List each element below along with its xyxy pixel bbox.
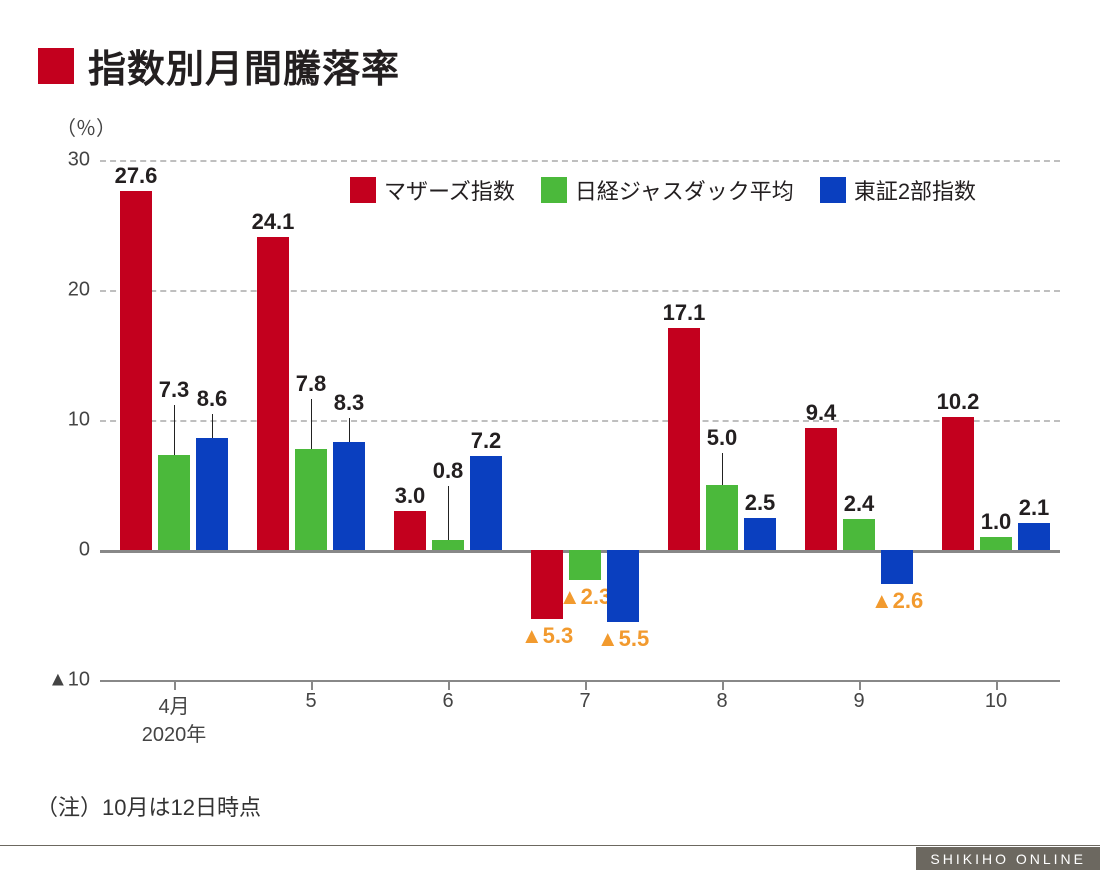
bar: [942, 417, 974, 550]
label-leader: [722, 453, 723, 485]
label-leader: [311, 399, 312, 449]
bar: [295, 449, 327, 550]
value-label: ▲5.5: [597, 626, 649, 652]
bar: [706, 485, 738, 550]
legend-swatch: [820, 177, 846, 203]
y-tick-label: 30: [30, 149, 90, 172]
x-tick-label: 8: [716, 690, 727, 713]
bar: [1018, 523, 1050, 550]
value-label: 27.6: [115, 163, 158, 189]
chart-footnote: （注）10月は12日時点: [36, 790, 261, 822]
chart-title: 指数別月間騰落率: [88, 38, 400, 93]
bar: [394, 511, 426, 550]
legend-label: 日経ジャスダック平均: [575, 174, 794, 206]
bar: [881, 550, 913, 584]
bar: [744, 518, 776, 551]
bar: [805, 428, 837, 550]
value-label: 3.0: [395, 483, 426, 509]
label-leader: [448, 486, 449, 540]
value-label: 2.1: [1019, 495, 1050, 521]
bar: [569, 550, 601, 580]
label-leader: [212, 414, 213, 438]
legend-item: 日経ジャスダック平均: [541, 174, 794, 206]
bar: [257, 237, 289, 550]
bar: [980, 537, 1012, 550]
value-label: 5.0: [707, 425, 738, 451]
bar: [843, 519, 875, 550]
x-tick-sublabel: 2020年: [142, 718, 207, 747]
x-tick-mark: [174, 680, 176, 690]
value-label: 7.2: [471, 428, 502, 454]
y-tick-label: ▲10: [30, 669, 90, 692]
bar: [607, 550, 639, 622]
legend-swatch: [541, 177, 567, 203]
value-label: 1.0: [981, 509, 1012, 535]
legend-swatch: [350, 177, 376, 203]
legend-label: マザーズ指数: [384, 174, 515, 206]
x-tick-mark: [448, 680, 450, 690]
value-label: 8.6: [197, 386, 228, 412]
x-tick-label: 6: [442, 690, 453, 713]
value-label: 10.2: [937, 389, 980, 415]
value-label: 17.1: [663, 300, 706, 326]
bar: [432, 540, 464, 550]
x-tick-label: 4月: [158, 690, 189, 719]
value-label: ▲5.3: [521, 623, 573, 649]
bar: [120, 191, 152, 550]
x-tick-mark: [585, 680, 587, 690]
label-leader: [174, 405, 175, 455]
legend-label: 東証2部指数: [854, 174, 976, 206]
chart-title-bar: 指数別月間騰落率: [38, 38, 400, 93]
value-label: 7.8: [296, 371, 327, 397]
value-label: 24.1: [252, 209, 295, 235]
value-label: ▲2.3: [559, 584, 611, 610]
value-label: 0.8: [433, 458, 464, 484]
gridline: [100, 290, 1060, 292]
x-tick-mark: [722, 680, 724, 690]
gridline: [100, 160, 1060, 162]
bar-chart: 3020100▲104月2020年27.67.38.6524.17.88.363…: [100, 160, 1060, 680]
bar: [158, 455, 190, 550]
y-axis-unit: （％）: [56, 112, 116, 141]
x-tick-mark: [859, 680, 861, 690]
title-marker: [38, 48, 74, 84]
y-tick-label: 10: [30, 409, 90, 432]
value-label: 2.4: [844, 491, 875, 517]
x-tick-mark: [311, 680, 313, 690]
value-label: 9.4: [806, 400, 837, 426]
x-tick-mark: [996, 680, 998, 690]
legend-item: 東証2部指数: [820, 174, 976, 206]
footer-divider: [0, 845, 1100, 846]
value-label: 2.5: [745, 490, 776, 516]
value-label: 8.3: [334, 390, 365, 416]
chart-legend: マザーズ指数 日経ジャスダック平均 東証2部指数: [350, 174, 1002, 206]
x-tick-label: 7: [579, 690, 590, 713]
x-tick-label: 10: [985, 690, 1007, 713]
legend-item: マザーズ指数: [350, 174, 515, 206]
bar: [470, 456, 502, 550]
bar: [333, 442, 365, 550]
x-tick-label: 5: [305, 690, 316, 713]
footer-brand: SHIKIHO ONLINE: [916, 847, 1100, 870]
y-tick-label: 0: [30, 539, 90, 562]
x-tick-label: 9: [853, 690, 864, 713]
value-label: 7.3: [159, 377, 190, 403]
gridline: [100, 420, 1060, 422]
label-leader: [349, 418, 350, 442]
value-label: ▲2.6: [871, 588, 923, 614]
bar: [196, 438, 228, 550]
x-axis-line: [100, 680, 1060, 682]
y-tick-label: 20: [30, 279, 90, 302]
bar: [668, 328, 700, 550]
